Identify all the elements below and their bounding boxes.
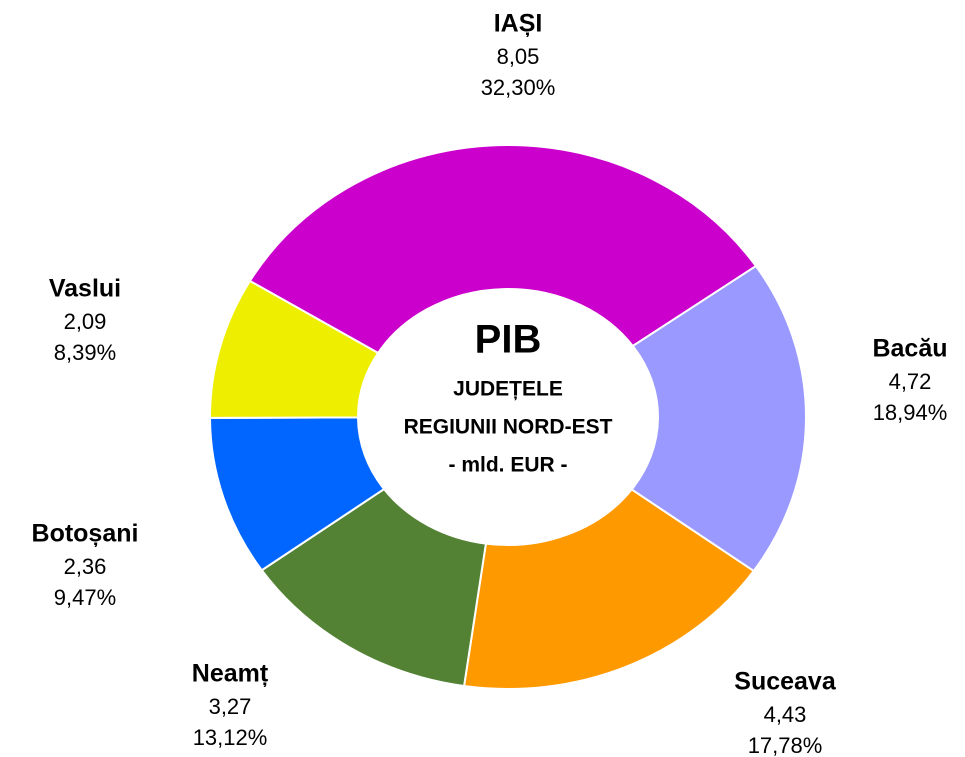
category-label: Suceava [734,668,837,696]
center-subtitle: REGIUNII NORD-EST [404,416,613,439]
donut-slice [630,264,807,573]
donut-slice [462,488,756,690]
category-label: Bacău [872,335,947,363]
value-label: 3,27 [209,694,252,719]
center-subtitle: - mld. EUR - [449,454,568,477]
percentage-label: 9,47% [54,585,116,610]
percentage-label: 8,39% [54,340,116,365]
percentage-label: 13,12% [193,725,268,750]
center-subtitle: JUDEȚELE [453,378,563,401]
value-label: 8,05 [497,44,540,69]
value-label: 2,36 [64,554,107,579]
percentage-label: 32,30% [481,75,556,100]
value-label: 4,72 [889,369,932,394]
category-label: Vaslui [49,275,121,303]
value-label: 2,09 [64,309,107,334]
value-label: 4,43 [764,702,807,727]
donut-slice [260,487,488,688]
donut-slice [209,279,380,419]
center-title: PIB [475,318,542,362]
percentage-label: 18,94% [873,400,948,425]
category-label: IAȘI [494,10,543,38]
donut-slice [248,144,758,355]
category-label: Botoșani [32,520,139,548]
percentage-label: 17,78% [748,733,823,757]
category-label: Neamț [192,660,269,688]
